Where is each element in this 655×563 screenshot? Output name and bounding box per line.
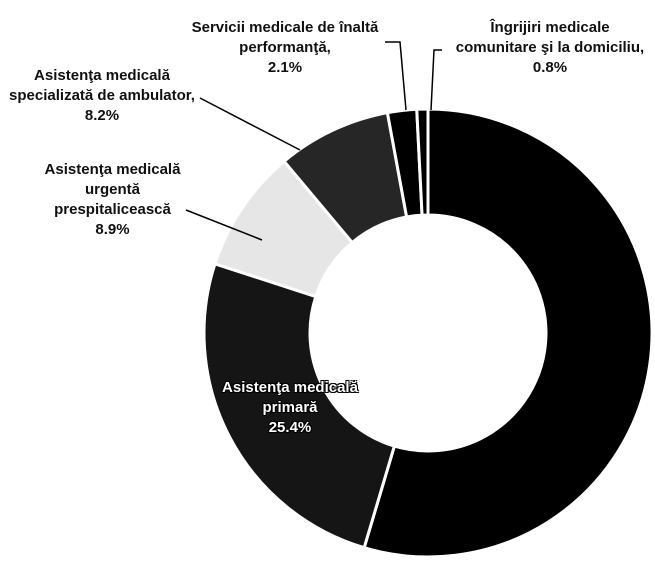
segment-label: Îngrijiri medicale comunitare şi la domi… [455,18,645,78]
value-label: 2.1% [267,59,303,76]
segment-label: Servicii medicale de înaltă performanţă,… [190,18,380,78]
segment-label: Asistenţa medicală primară 25.4% [200,378,380,438]
value-label: 8.9% [95,221,130,238]
category-label: Servicii medicale de înaltă performanţă, [191,19,379,56]
category-label: Asistenţa medicală primară [222,379,358,416]
donut-segment [362,107,654,559]
leader-line [185,209,263,241]
leader-lines [185,41,442,241]
value-label: 8.2% [84,107,120,124]
segment-label: Asistenţa medicală specializată de ambul… [4,66,200,126]
category-label: Îngrijiri medicale comunitare şi la domi… [455,19,645,56]
leader-line [430,49,442,111]
leader-line [385,41,407,111]
segment-label: Asistenţa medicală urgentă prespitalicea… [40,160,185,240]
category-label: Asistenţa medicală specializată de ambul… [9,67,195,104]
value-label: 0.8% [532,59,568,76]
value-label: 25.4% [268,419,312,436]
donut-segment [415,107,430,217]
segments [202,107,654,559]
donut-segment [202,261,397,550]
leader-line [199,97,301,151]
category-label: Asistenţa medicală urgentă prespitalicea… [44,161,181,218]
